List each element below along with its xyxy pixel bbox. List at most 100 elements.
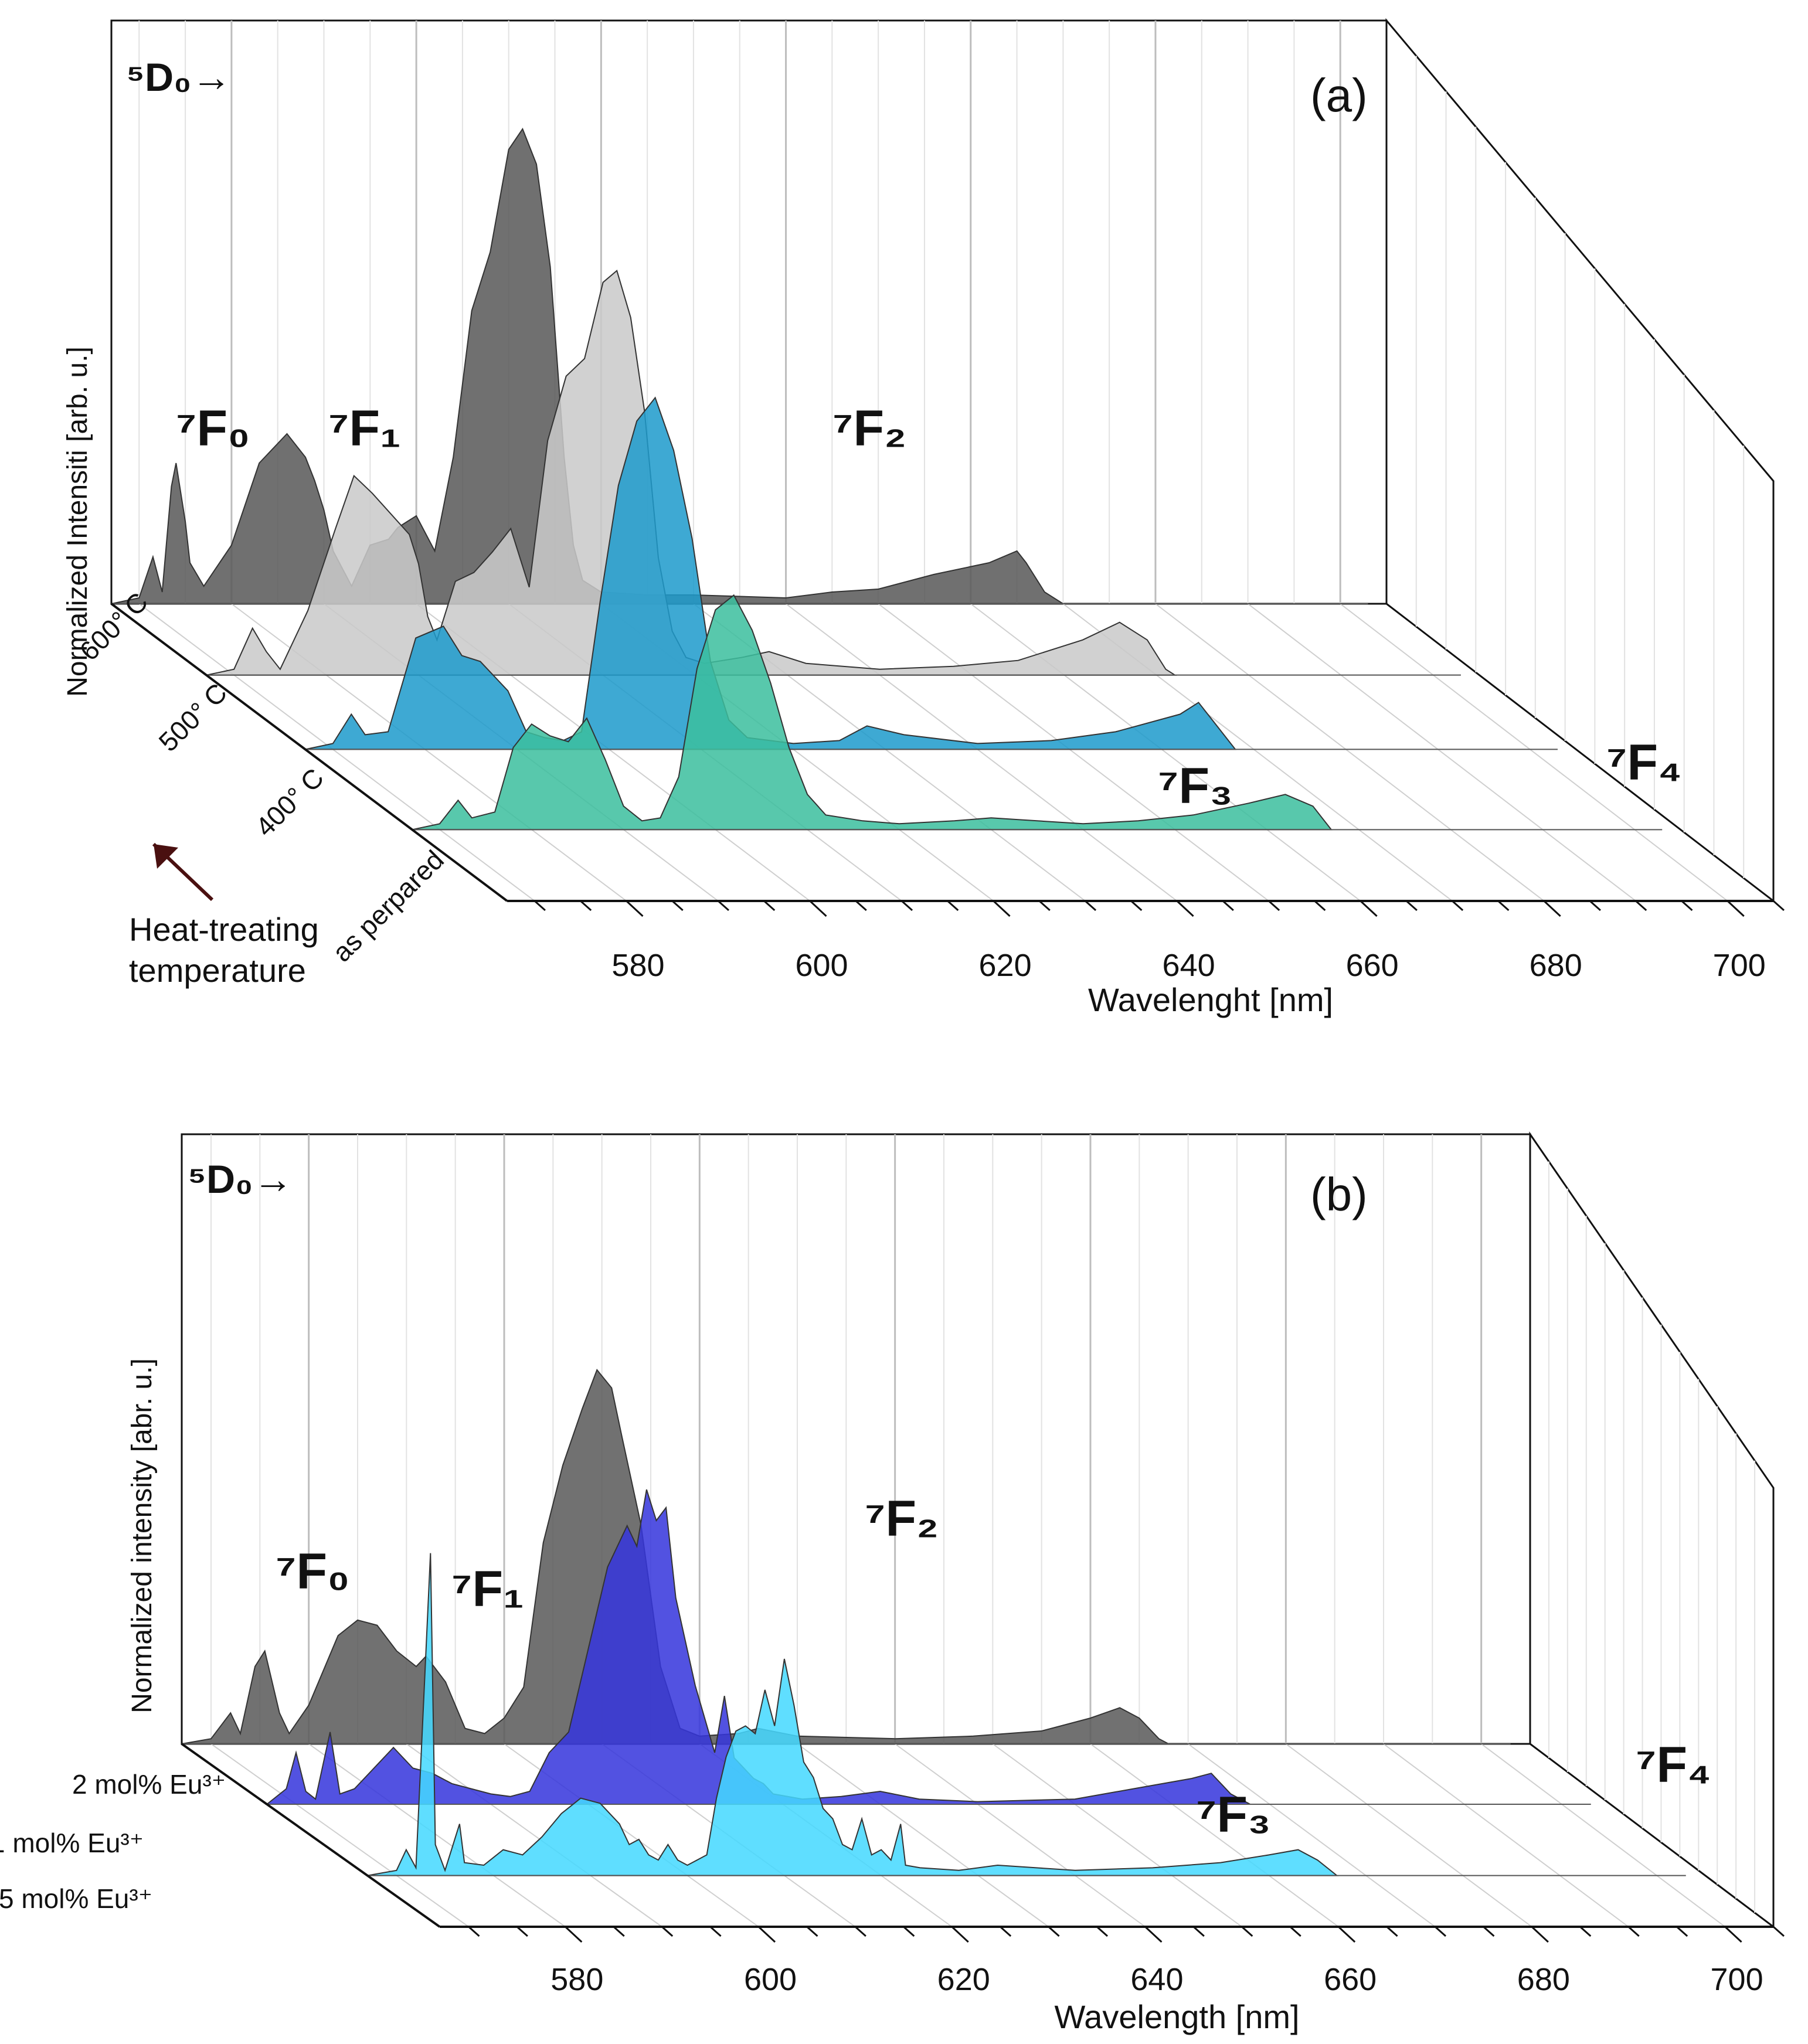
x-tick bbox=[1289, 1926, 1301, 1937]
x-axis-title: Wavelenght [nm] bbox=[1088, 981, 1333, 1018]
x-tick bbox=[758, 1926, 776, 1943]
x-tick bbox=[1268, 900, 1280, 912]
panel-label: (a) bbox=[1310, 69, 1368, 121]
x-tick bbox=[671, 900, 684, 912]
x-tick bbox=[1176, 900, 1194, 917]
x-tick bbox=[1048, 1926, 1060, 1937]
x-tick bbox=[763, 900, 776, 912]
x-tick bbox=[1130, 900, 1143, 912]
transition-label: ⁷F₃ bbox=[1196, 1787, 1271, 1843]
depth-axis-line bbox=[110, 603, 508, 902]
x-tick bbox=[901, 900, 913, 912]
x-tick bbox=[1241, 1926, 1253, 1937]
panel-a: 580 600 620 640 660 680 700 Wavelenght [nm] Norm… bbox=[62, 18, 1785, 1018]
spectrum-as-perpared bbox=[412, 594, 1333, 831]
x-tick-label: 600 bbox=[795, 948, 848, 983]
x-tick bbox=[580, 900, 592, 912]
x-tick bbox=[1405, 900, 1418, 912]
floor-gridline bbox=[1383, 1743, 1629, 1927]
x-tick-label: 680 bbox=[1517, 1962, 1570, 1997]
depth-category-label: 1 mol% Eu³⁺ bbox=[0, 1828, 144, 1858]
transition-label: ⁷F₃ bbox=[1158, 758, 1233, 814]
floor-gridline bbox=[1155, 603, 1545, 902]
x-tick-label: 680 bbox=[1530, 948, 1582, 983]
x-tick bbox=[1435, 1926, 1447, 1937]
x-tick-label: 700 bbox=[1711, 1962, 1763, 1997]
x-tick-label: 640 bbox=[1130, 1962, 1183, 1997]
floor-gridline bbox=[785, 603, 1178, 902]
floor-gridline bbox=[1188, 1743, 1436, 1927]
x-tick bbox=[1579, 1926, 1592, 1937]
side-wall bbox=[1529, 1131, 1775, 1929]
floor-gridline bbox=[1285, 1743, 1532, 1927]
floor-gridline bbox=[895, 1743, 1146, 1927]
spectrum-400-c bbox=[305, 396, 1237, 750]
x-tick bbox=[854, 1926, 866, 1937]
floor-gridline bbox=[210, 1743, 470, 1927]
x-tick bbox=[1192, 1926, 1205, 1937]
floor-gridline bbox=[308, 1743, 566, 1927]
x-tick bbox=[1096, 1926, 1109, 1937]
panel-label: (b) bbox=[1310, 1168, 1368, 1220]
floor-gridline bbox=[1481, 1743, 1726, 1927]
floor-gridline bbox=[406, 1743, 662, 1927]
x-tick bbox=[1531, 1926, 1549, 1943]
x-tick bbox=[1681, 900, 1693, 912]
x-tick bbox=[1627, 1926, 1640, 1937]
x-tick bbox=[806, 1926, 818, 1937]
x-tick bbox=[1773, 900, 1785, 912]
x-tick-label: 620 bbox=[937, 1962, 990, 1997]
depth-arrow-head bbox=[154, 844, 178, 869]
x-tick bbox=[661, 1926, 674, 1937]
transition-label: ⁷F₁ bbox=[328, 400, 401, 457]
floor-gridline bbox=[1340, 603, 1728, 902]
x-tick bbox=[947, 900, 959, 912]
depth-axis-title: temperature bbox=[129, 952, 306, 989]
x-tick bbox=[1386, 1926, 1398, 1937]
floor-gridline bbox=[138, 603, 535, 902]
spectrum-600-c bbox=[111, 127, 1065, 604]
x-tick bbox=[516, 1926, 528, 1937]
depth-axis-title: Heat-treating bbox=[129, 911, 319, 948]
x-tick bbox=[1038, 900, 1051, 912]
x-tick bbox=[709, 1926, 722, 1937]
x-tick-label: 660 bbox=[1324, 1962, 1377, 1997]
panel-b: 580 600 620 640 660 680 700 Wavelength [nm] Norm… bbox=[0, 1131, 1785, 2035]
x-tick-label: 580 bbox=[611, 948, 664, 983]
transition-label: ⁷F₄ bbox=[1606, 734, 1682, 791]
x-tick bbox=[903, 1926, 915, 1937]
x-tick bbox=[1724, 1926, 1742, 1943]
x-tick bbox=[993, 900, 1011, 917]
y-axis-title: Normalized Intensiti [arb. u.] bbox=[62, 346, 93, 697]
spectrum-0-5-mol-eu- bbox=[367, 1553, 1339, 1876]
x-tick bbox=[468, 1926, 480, 1937]
x-tick bbox=[1497, 900, 1510, 912]
x-tick bbox=[855, 900, 867, 912]
x-tick bbox=[951, 1926, 969, 1943]
x-tick-label: 640 bbox=[1163, 948, 1215, 983]
x-tick bbox=[1543, 900, 1561, 917]
floor-gridline bbox=[970, 603, 1361, 902]
floor-gridline bbox=[797, 1743, 1049, 1927]
x-axis-title: Wavelength [nm] bbox=[1054, 1998, 1299, 2035]
x-tick bbox=[1144, 1926, 1163, 1943]
transition-label: ⁷F₀ bbox=[176, 400, 250, 457]
transition-title: ⁵D₀→ bbox=[126, 55, 232, 100]
floor-gridline bbox=[992, 1743, 1242, 1927]
x-tick bbox=[718, 900, 729, 912]
x-tick bbox=[1676, 1926, 1688, 1937]
transition-label: ⁷F₁ bbox=[451, 1561, 524, 1617]
transition-title: ⁵D₀→ bbox=[188, 1157, 293, 1202]
floor-gridline bbox=[1247, 603, 1636, 902]
x-tick bbox=[1452, 900, 1464, 912]
transition-label: ⁷F₂ bbox=[865, 1491, 939, 1547]
depth-axis-line bbox=[181, 1743, 441, 1928]
y-axis-title: Normalized intensity [abr. u.] bbox=[127, 1358, 158, 1713]
x-tick bbox=[1589, 900, 1601, 912]
x-tick-label: 620 bbox=[979, 948, 1032, 983]
x-tick bbox=[613, 1926, 625, 1937]
x-tick bbox=[1727, 900, 1745, 917]
x-tick-label: 600 bbox=[744, 1962, 797, 1997]
spectrum-1-mol-eu- bbox=[265, 1489, 1250, 1805]
